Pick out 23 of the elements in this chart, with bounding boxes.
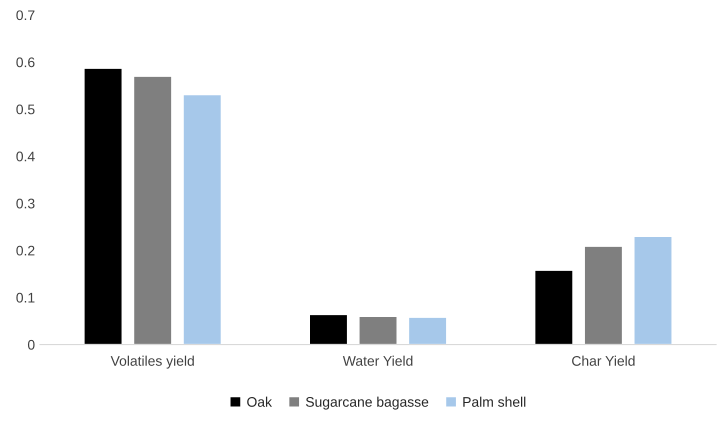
legend-label: Palm shell — [463, 396, 526, 407]
legend-label: Sugarcane bagasse — [306, 396, 428, 410]
bar — [633, 236, 673, 345]
y-tick-label: 0.3 — [16, 198, 35, 208]
bar — [358, 316, 398, 345]
bar — [534, 269, 574, 345]
bar — [308, 314, 348, 345]
y-tick-label: 0.2 — [16, 246, 34, 256]
bar — [584, 245, 624, 345]
bar — [83, 67, 123, 345]
y-tick-label: 0.5 — [16, 104, 35, 114]
legend-label: Oak — [247, 396, 272, 407]
bar — [408, 316, 448, 345]
y-tick-label: 0.6 — [16, 57, 35, 68]
y-tick-label: 0.1 — [16, 292, 34, 303]
bar — [182, 94, 222, 345]
x-tick-label: Volatiles yield — [110, 356, 194, 369]
bar — [132, 75, 173, 345]
x-tick-label: Water Yield — [342, 356, 412, 366]
x-tick-label: Char Yield — [572, 356, 635, 366]
y-tick-label: 0.4 — [16, 152, 35, 162]
y-tick-label: 0.7 — [16, 10, 34, 20]
y-tick-label: 0 — [28, 340, 35, 350]
